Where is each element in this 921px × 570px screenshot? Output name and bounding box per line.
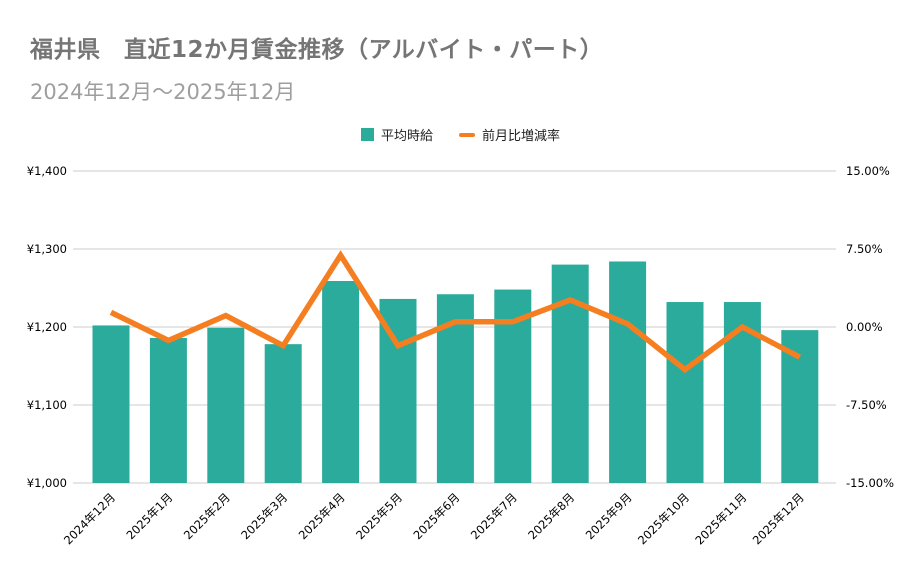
chart-subtitle: 2024年12月～2025年12月 [30,80,296,104]
chart-title: 福井県 直近12か月賃金推移（アルバイト・パート） [30,37,604,63]
x-axis-label: 2025年9月 [583,490,635,542]
x-axis-label: 2025年3月 [238,490,290,542]
bar-average-wage [264,344,302,483]
line-mom-change [109,250,802,374]
x-axis-label: 2025年12月 [750,490,807,547]
y-left-tick-label: ¥1,100 [27,398,67,412]
x-axis-label: 2025年2月 [181,490,233,542]
y-left-tick-label: ¥1,400 [27,164,67,178]
bar-average-wage [207,327,245,483]
x-axis-label: 2024年12月 [61,490,118,547]
x-axis-label: 2025年10月 [635,490,692,547]
legend-label-average-wage: 平均時給 [380,129,433,144]
y-left-tick-label: ¥1,000 [27,476,67,490]
y-right-tick-label: 7.50% [846,242,883,256]
bar-series-swatch-icon [360,128,374,141]
bar-average-wage [322,280,360,483]
bar-average-wage [92,325,130,483]
y-right-tick-label: -7.50% [846,398,887,412]
y-right-tick-label: 15.00% [846,164,890,178]
x-axis-label: 2025年6月 [410,490,462,542]
chart-legend: 平均時給 前月比増減率 [0,125,921,144]
bar-average-wage [666,302,704,483]
legend-item-mom-change: 前月比増減率 [459,125,560,144]
x-axis-label: 2025年7月 [468,490,520,542]
y-right-tick-label: -15.00% [846,476,894,490]
line-series-swatch-icon [459,132,475,137]
x-axis-label: 2025年11月 [692,490,749,547]
legend-item-average-wage: 平均時給 [360,125,433,144]
x-axis-label: 2025年1月 [123,490,175,542]
y-left-tick-label: ¥1,300 [27,242,67,256]
x-axis-label: 2025年5月 [353,490,405,542]
x-axis-label: 2025年8月 [525,490,577,542]
bar-average-wage [149,337,187,483]
bar-average-wage [609,261,647,483]
x-axis-label: 2025年4月 [296,490,348,542]
y-left-tick-label: ¥1,200 [27,320,67,334]
y-right-tick-label: 0.00% [846,320,883,334]
legend-label-mom-change: 前月比増減率 [482,129,561,144]
